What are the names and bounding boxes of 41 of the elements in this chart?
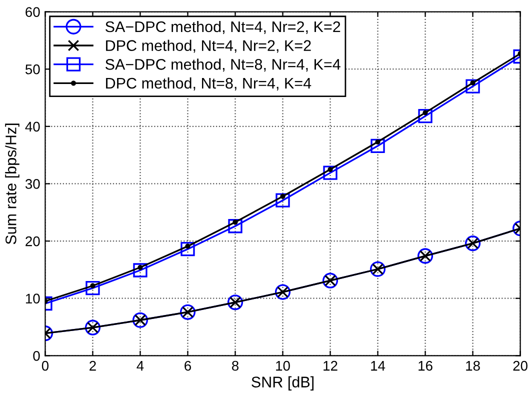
legend-label: SA−DPC method, Nt=8, Nr=4, K=4	[106, 58, 340, 72]
legend-label: DPC method, Nt=8, Nr=4, K=4	[106, 77, 312, 90]
x-tick-label: 4	[136, 361, 144, 371]
y-tick-label: 40	[25, 122, 40, 132]
legend-label: SA−DPC method, Nt=4, Nr=2, K=2	[106, 20, 340, 34]
y-tick-label: 60	[26, 7, 40, 17]
point	[228, 219, 242, 234]
point	[466, 79, 480, 94]
point	[86, 280, 100, 296]
point	[276, 193, 290, 208]
x-tick-label: 8	[232, 360, 239, 371]
legend-label: DPC method, Nt=4, Nr=2, K=2	[106, 40, 311, 53]
point	[418, 109, 432, 124]
y-tick-label: 0	[33, 351, 40, 361]
x-tick-label: 0	[42, 360, 49, 371]
y-tick-label: 50	[25, 64, 40, 74]
y-axis-title: Sum rate [bps/Hz]	[5, 124, 20, 244]
point	[185, 244, 190, 249]
y-tick-label: 30	[25, 179, 40, 189]
x-tick-label: 16	[418, 360, 432, 371]
x-axis-title: SNR [dB]	[252, 376, 314, 390]
point	[138, 264, 143, 270]
point	[280, 194, 286, 199]
x-tick-label: 20	[513, 360, 528, 371]
point	[470, 80, 476, 86]
x-tick-label: 18	[466, 360, 480, 371]
point	[323, 166, 338, 180]
point	[328, 166, 333, 172]
x-tick-label: 6	[184, 360, 191, 371]
x-tick-label: 12	[324, 360, 338, 371]
y-tick-label: 10	[26, 294, 40, 304]
point	[232, 220, 238, 225]
point	[370, 138, 385, 153]
point	[180, 242, 195, 256]
y-tick-label: 20	[26, 236, 40, 246]
x-tick-label: 14	[371, 361, 386, 371]
point	[375, 139, 380, 144]
point	[422, 110, 428, 116]
point	[133, 263, 148, 278]
x-tick-label: 2	[90, 360, 96, 371]
x-tick-label: 10	[276, 360, 290, 371]
